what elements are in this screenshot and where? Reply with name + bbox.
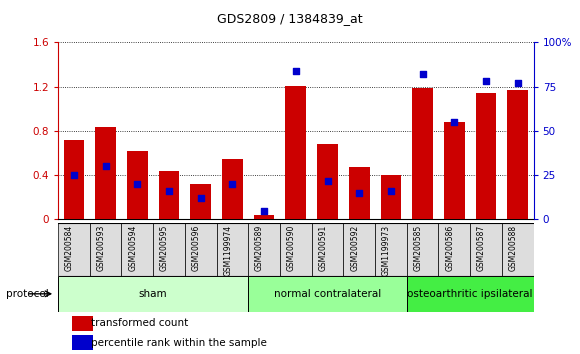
Bar xyxy=(90,223,121,276)
Text: protocol: protocol xyxy=(6,289,49,299)
Bar xyxy=(502,223,534,276)
Bar xyxy=(153,223,185,276)
Bar xyxy=(95,127,116,219)
Text: GDS2809 / 1384839_at: GDS2809 / 1384839_at xyxy=(217,12,363,25)
Text: GSM200587: GSM200587 xyxy=(477,225,486,271)
Bar xyxy=(248,223,280,276)
Bar xyxy=(127,151,147,219)
Bar xyxy=(343,223,375,276)
Bar xyxy=(254,215,274,219)
Bar xyxy=(508,90,528,219)
Text: GSM200584: GSM200584 xyxy=(65,225,74,271)
Bar xyxy=(407,223,438,276)
Point xyxy=(101,164,110,169)
Point xyxy=(450,119,459,125)
Point xyxy=(196,195,205,201)
Text: normal contralateral: normal contralateral xyxy=(274,289,381,299)
Bar xyxy=(222,159,242,219)
Text: percentile rank within the sample: percentile rank within the sample xyxy=(91,337,267,348)
Text: GSM200590: GSM200590 xyxy=(287,225,296,271)
Point xyxy=(291,68,300,74)
Bar xyxy=(438,223,470,276)
Text: GSM200585: GSM200585 xyxy=(414,225,423,271)
Point xyxy=(259,208,269,213)
Text: GSM200595: GSM200595 xyxy=(160,225,169,271)
Bar xyxy=(216,223,248,276)
Point xyxy=(133,181,142,187)
Bar xyxy=(285,86,306,219)
Bar xyxy=(185,223,216,276)
Bar xyxy=(159,171,179,219)
Bar xyxy=(190,184,211,219)
Text: GSM1199973: GSM1199973 xyxy=(382,225,391,276)
Bar xyxy=(248,276,407,312)
Text: GSM200589: GSM200589 xyxy=(255,225,264,271)
Text: GSM200591: GSM200591 xyxy=(318,225,328,271)
Text: transformed count: transformed count xyxy=(91,318,188,329)
Bar xyxy=(72,316,93,331)
Text: GSM200586: GSM200586 xyxy=(445,225,454,271)
Point xyxy=(386,188,396,194)
Text: GSM200594: GSM200594 xyxy=(128,225,137,271)
Text: GSM200593: GSM200593 xyxy=(96,225,106,271)
Bar xyxy=(380,175,401,219)
Bar xyxy=(349,167,369,219)
Text: GSM200592: GSM200592 xyxy=(350,225,359,271)
Point xyxy=(354,190,364,196)
Point xyxy=(228,181,237,187)
Text: GSM1199974: GSM1199974 xyxy=(223,225,233,276)
Bar xyxy=(311,223,343,276)
Text: GSM200596: GSM200596 xyxy=(191,225,201,271)
Bar xyxy=(317,144,338,219)
Bar xyxy=(58,276,248,312)
Bar xyxy=(412,88,433,219)
Text: osteoarthritic ipsilateral: osteoarthritic ipsilateral xyxy=(407,289,533,299)
Point xyxy=(513,80,523,86)
Bar xyxy=(375,223,407,276)
Bar xyxy=(280,223,311,276)
Bar xyxy=(470,223,502,276)
Bar xyxy=(444,122,465,219)
Bar xyxy=(476,93,496,219)
Bar xyxy=(58,223,90,276)
Point xyxy=(69,172,78,178)
Bar xyxy=(407,276,534,312)
Point xyxy=(418,72,427,77)
Bar xyxy=(121,223,153,276)
Text: GSM200588: GSM200588 xyxy=(509,225,518,271)
Point xyxy=(164,188,173,194)
Bar xyxy=(72,335,93,350)
Text: sham: sham xyxy=(139,289,168,299)
Point xyxy=(481,79,491,84)
Point xyxy=(323,178,332,183)
Bar xyxy=(64,140,84,219)
